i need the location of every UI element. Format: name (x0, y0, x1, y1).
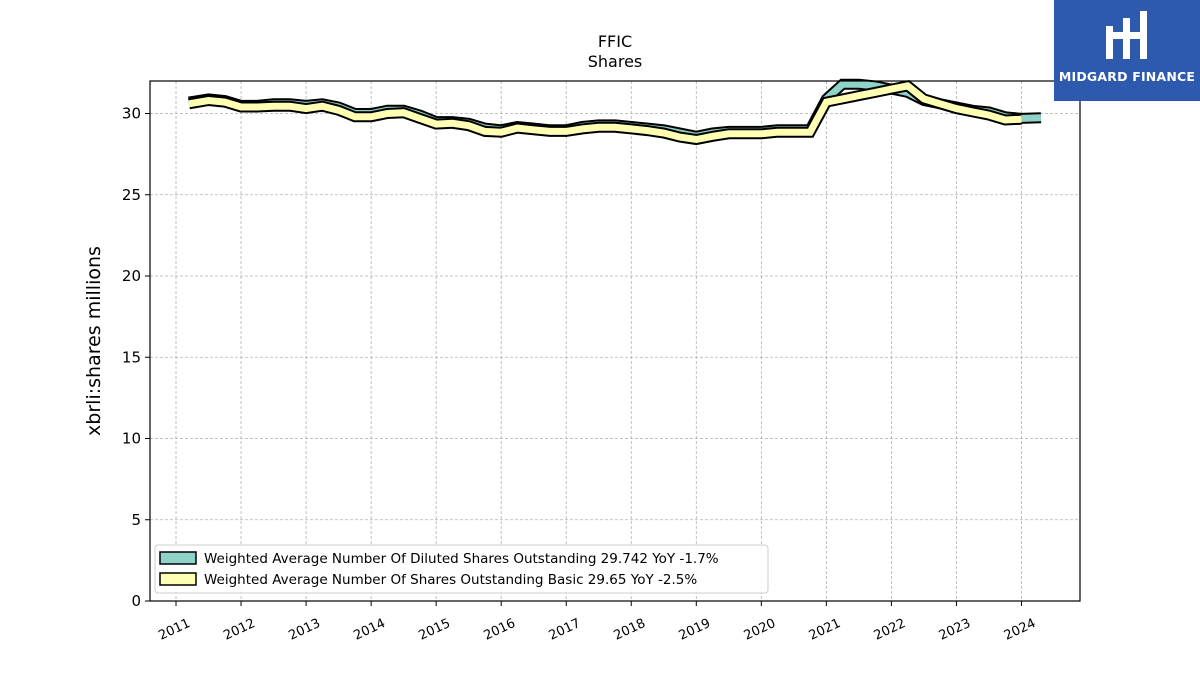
logo-mark-icon (1106, 11, 1147, 59)
chart-subtitle: Shares (588, 52, 643, 71)
y-tick-label: 20 (122, 267, 141, 285)
legend-label-basic: Weighted Average Number Of Shares Outsta… (204, 572, 697, 588)
x-tick-label: 2013 (286, 616, 322, 644)
x-tick-label: 2020 (742, 616, 778, 644)
y-tick-label: 25 (122, 186, 141, 204)
plot-frame (149, 80, 1081, 602)
x-tick-label: 2023 (937, 616, 973, 644)
grid (150, 81, 1080, 602)
logo: MIDGARD FINANCE (1054, 0, 1200, 101)
x-tick-label: 2016 (482, 616, 518, 644)
x-tick-label: 2014 (351, 616, 387, 644)
y-tick-label: 10 (122, 430, 141, 448)
y-tick-label: 30 (122, 105, 141, 123)
x-tick-label: 2021 (807, 616, 843, 644)
series-line-1 (188, 82, 1022, 144)
x-tick-label: 2011 (156, 616, 192, 644)
y-tick-label: 5 (131, 511, 141, 529)
x-tick-label: 2018 (612, 616, 648, 644)
x-tick-label: 2022 (872, 616, 908, 644)
y-axis-label: xbrli:shares millions (83, 246, 105, 436)
chart-title: FFIC (598, 32, 632, 51)
y-tick-label: 15 (122, 348, 141, 366)
x-tick-label: 2024 (1002, 616, 1038, 644)
y-tick-label: 0 (131, 592, 141, 610)
legend-box (154, 544, 769, 594)
logo-text: MIDGARD FINANCE (1058, 69, 1196, 84)
x-tick-label: 2015 (417, 616, 453, 644)
x-tick-label: 2017 (547, 616, 583, 644)
legend-swatch-diluted (159, 551, 197, 565)
legend: Weighted Average Number Of Diluted Share… (154, 544, 769, 594)
x-tick-label: 2019 (677, 616, 713, 644)
x-tick-label: 2012 (221, 616, 257, 644)
legend-label-diluted: Weighted Average Number Of Diluted Share… (204, 551, 719, 567)
legend-swatch-basic (159, 572, 197, 586)
series-layer (188, 78, 1042, 146)
